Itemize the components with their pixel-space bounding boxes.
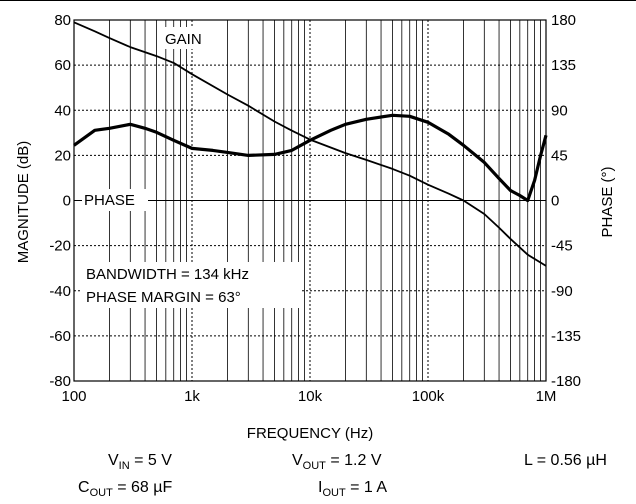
y-left-tick-label: 60 <box>54 57 71 74</box>
y-right-tick-label: -135 <box>551 328 581 345</box>
gain-curve <box>73 21 547 267</box>
cout-value: = 68 µF <box>112 479 173 496</box>
vout-value: = 1.2 V <box>325 452 382 469</box>
cout-condition: COUT = 68 µF <box>78 479 172 499</box>
gain-label-bg <box>158 27 222 49</box>
vout-symbol: V <box>292 452 303 469</box>
top-rule <box>0 0 636 1</box>
x-tick-label: 1k <box>184 388 200 405</box>
y-left-axis-title: MAGNITUDE (dB) <box>15 141 32 264</box>
y-left-tick-labels: 80 60 40 20 0 -20 -40 -60 -80 <box>49 12 71 390</box>
y-left-tick-label: 20 <box>54 147 71 164</box>
x-tick-label: 10k <box>298 388 323 405</box>
y-right-tick-label: -180 <box>551 373 581 390</box>
iout-subscript: OUT <box>322 487 346 500</box>
vin-symbol: V <box>108 452 119 469</box>
iout-condition: IOUT = 1 A <box>318 479 387 499</box>
vout-subscript: OUT <box>302 460 326 473</box>
y-right-tick-label: 180 <box>551 12 576 29</box>
x-tick-label: 100 <box>61 388 86 405</box>
curves <box>73 21 548 267</box>
bandwidth-annotation: BANDWIDTH = 134 kHz <box>86 266 249 283</box>
inductor-value: L = 0.56 µH <box>524 452 607 469</box>
y-left-tick-label: -40 <box>49 283 71 300</box>
y-left-tick-label: -60 <box>49 328 71 345</box>
y-left-tick-label: -80 <box>49 373 71 390</box>
iout-symbol: I <box>318 479 323 496</box>
grid <box>74 20 546 381</box>
bode-plot: 100 1k 10k 100k 1M 80 60 40 20 0 -20 -40 -60 -80 180… <box>15 12 616 442</box>
vin-subscript: IN <box>118 460 130 473</box>
y-right-tick-label: 90 <box>551 102 568 119</box>
y-right-tick-labels: 180 135 90 45 0 -45 -90 -135 -180 <box>551 12 581 390</box>
vin-value: = 5 V <box>129 452 172 469</box>
y-right-tick-label: 45 <box>551 147 568 164</box>
y-right-tick-label: -90 <box>551 283 573 300</box>
iout-value: = 1 A <box>345 479 388 496</box>
x-axis-title: FREQUENCY (Hz) <box>247 425 373 442</box>
gain-label: GAIN <box>165 31 202 48</box>
plot-frame <box>73 19 547 382</box>
phase-margin-annotation: PHASE MARGIN = 63° <box>86 289 241 306</box>
x-tick-label: 1M <box>536 388 557 405</box>
annotation-box-bg <box>82 262 300 308</box>
y-right-tick-label: 0 <box>551 193 559 210</box>
y-right-tick-label: 135 <box>551 57 576 74</box>
y-right-axis-title: PHASE (°) <box>599 166 616 237</box>
y-left-tick-label: 0 <box>63 193 71 210</box>
y-left-tick-label: 80 <box>54 12 71 29</box>
vout-condition: VOUT = 1.2 V <box>292 452 382 472</box>
y-right-tick-label: -45 <box>551 238 573 255</box>
x-tick-labels: 100 1k 10k 100k 1M <box>61 388 556 405</box>
y-left-tick-label: -20 <box>49 238 71 255</box>
x-tick-label: 100k <box>412 388 445 405</box>
phase-label: PHASE <box>84 192 135 209</box>
y-left-tick-label: 40 <box>54 102 71 119</box>
phase-label-bg <box>82 189 148 211</box>
vin-condition: VIN = 5 V <box>108 452 172 472</box>
cout-symbol: C <box>78 479 90 496</box>
inductor-condition: L = 0.56 µH <box>524 452 607 470</box>
phase-curve <box>73 113 548 203</box>
cout-subscript: OUT <box>89 487 113 500</box>
